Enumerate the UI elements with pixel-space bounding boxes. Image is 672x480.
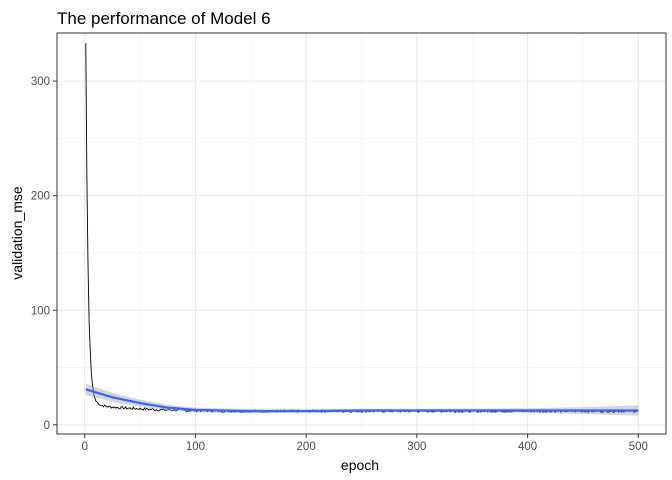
grid-major bbox=[57, 33, 666, 434]
x-tick-label: 200 bbox=[297, 441, 316, 453]
x-tick-label: 400 bbox=[518, 441, 537, 453]
panel-border bbox=[56, 32, 667, 435]
chart-title: The performance of Model 6 bbox=[57, 9, 271, 28]
x-axis-title: epoch bbox=[341, 457, 379, 473]
y-tick-label: 100 bbox=[31, 305, 50, 317]
y-tick-label: 200 bbox=[31, 191, 50, 203]
x-tick-label: 0 bbox=[81, 441, 87, 453]
x-tick-label: 300 bbox=[407, 441, 426, 453]
grid-minor bbox=[57, 33, 666, 434]
y-axis-title: validation_mse bbox=[9, 186, 25, 280]
confidence-band bbox=[85, 383, 639, 416]
x-axis: 0 100 200 300 400 500 bbox=[81, 434, 648, 453]
x-tick-label: 100 bbox=[186, 441, 205, 453]
plot-marks bbox=[85, 43, 639, 416]
y-axis: 0 100 200 300 bbox=[31, 76, 57, 432]
y-tick-label: 0 bbox=[44, 420, 50, 432]
x-tick-label: 500 bbox=[629, 441, 648, 453]
y-tick-label: 300 bbox=[31, 76, 50, 88]
panel-border-rect bbox=[56, 32, 667, 435]
smooth-trend-line bbox=[85, 388, 639, 413]
